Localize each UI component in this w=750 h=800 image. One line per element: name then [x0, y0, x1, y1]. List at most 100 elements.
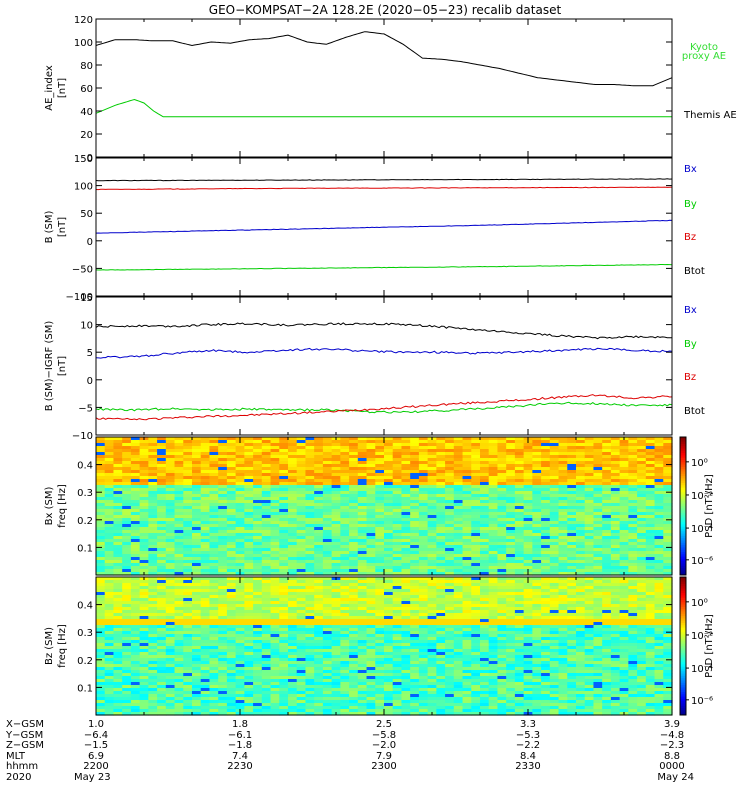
heat-cell — [436, 545, 446, 549]
heat-cell — [541, 449, 551, 453]
heat-cell — [226, 598, 237, 602]
heat-cell — [576, 503, 586, 507]
heat-cell — [392, 506, 403, 510]
heat-cell — [209, 443, 219, 447]
heat-cell — [384, 694, 394, 698]
heat-cell — [331, 494, 341, 498]
heat-cell — [593, 554, 603, 558]
heat-cell — [349, 521, 359, 525]
heat-cell — [157, 694, 167, 698]
heat-cell — [322, 631, 333, 635]
heat-cell — [549, 443, 560, 447]
heat-cell — [384, 521, 394, 525]
heat-cell — [96, 506, 106, 510]
heat-cell — [471, 503, 481, 507]
heat-cell — [340, 509, 350, 513]
heat-cell — [340, 649, 350, 653]
heat-cell — [401, 536, 411, 540]
heat-cell — [418, 554, 429, 558]
heat-cell — [549, 464, 560, 468]
heat-cell — [349, 500, 359, 504]
heat-cell — [314, 622, 324, 626]
heat-cell — [654, 509, 664, 513]
heat-cell — [183, 497, 193, 501]
heat-cell — [165, 512, 176, 516]
heat-cell — [314, 628, 324, 632]
heat-cell — [384, 613, 394, 617]
heat-cell — [392, 458, 403, 462]
heat-cell — [349, 464, 359, 468]
heat-cell — [96, 667, 106, 671]
heat-cell — [148, 667, 158, 671]
heat-cell — [192, 563, 202, 567]
heat-cell — [654, 482, 664, 486]
heat-cell — [349, 539, 359, 543]
heat-cell — [392, 619, 403, 623]
heat-cell — [322, 637, 333, 641]
heat-cell — [130, 673, 141, 677]
heat-cell — [148, 437, 158, 441]
heat-cell — [445, 443, 455, 447]
heat-cell — [453, 476, 464, 480]
heat-cell — [602, 518, 612, 522]
heat-cell — [663, 539, 673, 543]
heat-cell — [401, 440, 411, 444]
heat-cell — [558, 518, 568, 522]
heat-cell — [506, 572, 516, 576]
heat-cell — [165, 613, 176, 617]
heat-cell — [104, 512, 115, 516]
heat-cell — [296, 464, 307, 468]
heat-cell — [584, 473, 595, 477]
heat-cell — [584, 461, 595, 465]
heat-cell — [471, 458, 481, 462]
heat-cell — [183, 631, 193, 635]
heat-cell — [288, 452, 298, 456]
heat-cell — [427, 554, 437, 558]
heat-cell — [130, 625, 141, 629]
heat-cell — [549, 467, 560, 471]
heat-cell — [541, 470, 551, 474]
heat-cell — [619, 470, 629, 474]
heat-cell — [296, 670, 307, 674]
heat-cell — [183, 580, 193, 584]
heat-cell — [654, 566, 664, 570]
heat-cell — [401, 607, 411, 611]
heat-cell — [366, 458, 376, 462]
heat-cell — [314, 443, 324, 447]
heat-cell — [418, 482, 429, 486]
heat-cell — [628, 485, 638, 489]
heat-cell — [192, 655, 202, 659]
heat-cell — [270, 557, 280, 561]
heat-cell — [349, 446, 359, 450]
heat-cell — [314, 610, 324, 614]
heat-cell — [244, 607, 254, 611]
heat-cell — [445, 491, 455, 495]
heat-cell — [96, 598, 106, 602]
heat-cell — [209, 694, 219, 698]
heat-cell — [305, 443, 315, 447]
heat-cell — [584, 458, 595, 462]
heat-cell — [401, 628, 411, 632]
heat-cell — [192, 542, 202, 546]
heat-cell — [349, 503, 359, 507]
heat-cell — [610, 464, 621, 468]
heat-cell — [122, 485, 132, 489]
heat-cell — [619, 518, 629, 522]
heat-cell — [279, 592, 289, 596]
heat-cell — [453, 533, 464, 537]
heat-cell — [375, 572, 385, 576]
heat-cell — [445, 485, 455, 489]
heat-cell — [235, 551, 245, 555]
heat-cell — [462, 467, 472, 471]
heat-cell — [593, 536, 603, 540]
heat-cell — [174, 512, 184, 516]
heat-cell — [235, 592, 245, 596]
heat-cell — [235, 607, 245, 611]
colorbar-segment — [680, 568, 686, 571]
heat-cell — [122, 709, 132, 713]
colorbar-segment — [680, 533, 686, 537]
heat-cell — [497, 545, 507, 549]
colorbar-segment — [680, 455, 686, 459]
heat-cell — [174, 670, 184, 674]
heat-cell — [357, 712, 368, 716]
